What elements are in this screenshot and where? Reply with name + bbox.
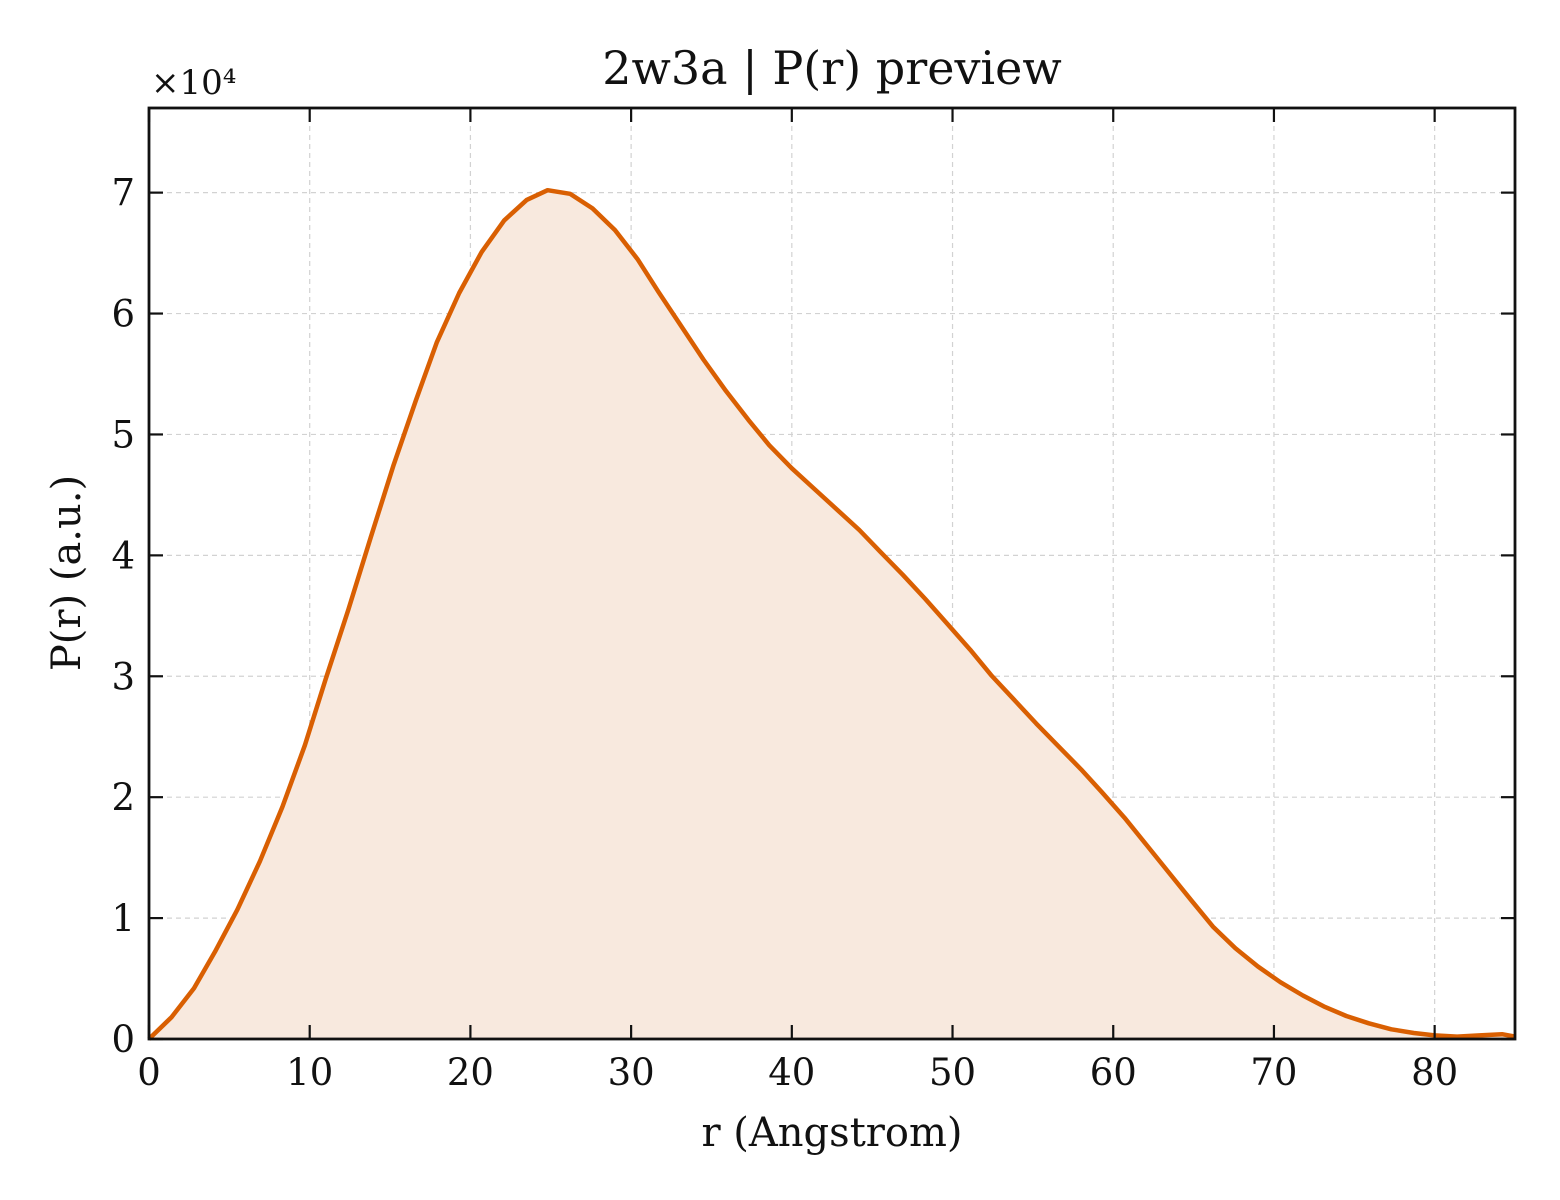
y-tick-label: 2 <box>111 776 135 819</box>
x-tick-label: 10 <box>286 1051 333 1094</box>
y-tick-label: 6 <box>111 293 135 336</box>
y-tick-label: 3 <box>111 655 135 698</box>
y-tick-label: 0 <box>111 1018 135 1061</box>
chart-title: 2w3a | P(r) preview <box>602 41 1061 95</box>
x-tick-label: 50 <box>929 1051 976 1094</box>
y-tick-label: 1 <box>111 897 135 940</box>
tick-labels: 0 10 20 30 40 50 60 70 80 0 1 2 3 4 5 6 7 <box>111 172 1458 1094</box>
y-offset-label: ×10⁴ <box>151 63 236 103</box>
x-tick-label: 70 <box>1250 1051 1297 1094</box>
y-tick-label: 5 <box>111 413 135 456</box>
series-line <box>147 187 1516 1041</box>
plot-frame <box>147 106 1517 1041</box>
y-tick-label: 7 <box>111 172 135 215</box>
x-tick-label: 80 <box>1411 1051 1458 1094</box>
x-tick-label: 0 <box>137 1051 161 1094</box>
area-fill <box>149 190 1515 1039</box>
x-axis-label: r (Angstrom) <box>701 1110 962 1156</box>
x-tick-label: 40 <box>768 1051 815 1094</box>
ticks <box>147 108 1515 1041</box>
y-axis-label: P(r) (a.u.) <box>44 475 90 671</box>
x-tick-label: 60 <box>1090 1051 1137 1094</box>
x-tick-label: 30 <box>608 1051 655 1094</box>
x-tick-label: 20 <box>447 1051 494 1094</box>
y-tick-label: 4 <box>111 534 135 577</box>
